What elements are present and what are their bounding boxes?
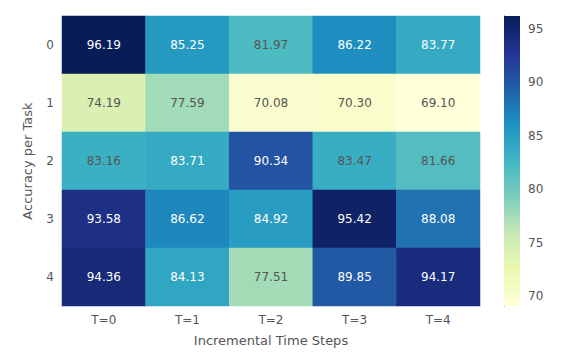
svg-text:77.59: 77.59 (170, 96, 204, 110)
svg-text:86.62: 86.62 (170, 212, 204, 226)
svg-text:86.22: 86.22 (337, 38, 371, 52)
svg-text:83.77: 83.77 (421, 38, 455, 52)
svg-text:95: 95 (528, 22, 543, 36)
svg-text:74.19: 74.19 (87, 96, 121, 110)
svg-text:2: 2 (46, 154, 54, 168)
svg-text:Accuracy per Task: Accuracy per Task (20, 102, 35, 220)
svg-text:85.25: 85.25 (170, 38, 204, 52)
svg-text:81.97: 81.97 (254, 38, 288, 52)
svg-text:69.10: 69.10 (421, 96, 455, 110)
svg-text:81.66: 81.66 (421, 154, 455, 168)
svg-text:84.92: 84.92 (254, 212, 288, 226)
svg-text:90.34: 90.34 (254, 154, 288, 168)
svg-text:94.36: 94.36 (87, 270, 121, 284)
svg-text:95.42: 95.42 (337, 212, 371, 226)
svg-text:77.51: 77.51 (254, 270, 288, 284)
svg-text:Incremental Time Steps: Incremental Time Steps (194, 333, 349, 348)
svg-text:T=1: T=1 (174, 313, 200, 327)
svg-text:T=0: T=0 (90, 313, 116, 327)
svg-text:96.19: 96.19 (87, 38, 121, 52)
svg-text:1: 1 (46, 96, 54, 110)
svg-text:70.30: 70.30 (337, 96, 371, 110)
svg-text:70.08: 70.08 (254, 96, 288, 110)
svg-text:80: 80 (528, 182, 543, 196)
svg-text:T=2: T=2 (257, 313, 283, 327)
svg-text:0: 0 (46, 38, 54, 52)
svg-text:T=4: T=4 (425, 313, 451, 327)
svg-text:84.13: 84.13 (170, 270, 204, 284)
svg-text:83.71: 83.71 (170, 154, 204, 168)
svg-text:3: 3 (46, 212, 54, 226)
svg-text:94.17: 94.17 (421, 270, 455, 284)
svg-text:88.08: 88.08 (421, 212, 455, 226)
svg-text:85: 85 (528, 129, 543, 143)
svg-text:83.47: 83.47 (337, 154, 371, 168)
svg-text:89.85: 89.85 (337, 270, 371, 284)
svg-text:93.58: 93.58 (87, 212, 121, 226)
svg-text:83.16: 83.16 (87, 154, 121, 168)
svg-text:4: 4 (46, 270, 54, 284)
svg-text:75: 75 (528, 236, 543, 250)
svg-text:T=3: T=3 (341, 313, 367, 327)
svg-text:70: 70 (528, 289, 543, 303)
svg-text:90: 90 (528, 75, 543, 89)
